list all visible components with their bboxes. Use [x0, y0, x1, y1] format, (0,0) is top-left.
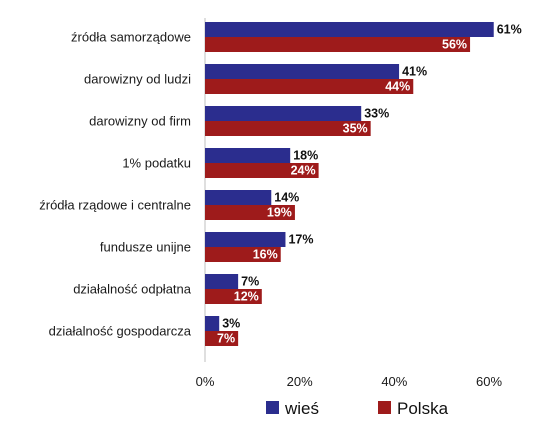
- bar-wies: [205, 22, 494, 37]
- category-label: źródła samorządowe: [71, 30, 191, 45]
- category-label: działalność odpłatna: [73, 282, 192, 297]
- data-label-polska: 24%: [291, 164, 316, 178]
- legend-label-polska: Polska: [397, 399, 449, 418]
- bar-wies: [205, 106, 362, 121]
- data-label-wies: 33%: [364, 107, 389, 121]
- bar-polska: [205, 121, 371, 136]
- data-label-polska: 12%: [234, 290, 259, 304]
- bar-wies: [205, 64, 400, 79]
- data-label-polska: 35%: [343, 122, 368, 136]
- category-label: fundusze unijne: [100, 240, 191, 255]
- category-label: źródła rządowe i centralne: [39, 198, 191, 213]
- bar-polska: [205, 37, 471, 52]
- category-label: działalność gospodarcza: [49, 324, 192, 339]
- bar-wies: [205, 148, 291, 163]
- x-tick-label: 60%: [476, 374, 502, 389]
- data-label-wies: 61%: [497, 23, 522, 37]
- category-label: 1% podatku: [122, 156, 191, 171]
- bar-polska: [205, 289, 262, 304]
- legend-swatch-polska: [378, 401, 391, 414]
- x-tick-label: 40%: [381, 374, 407, 389]
- bar-polska: [205, 79, 414, 94]
- bar-wies: [205, 232, 286, 247]
- category-label: darowizny od firm: [89, 114, 191, 129]
- data-label-polska: 16%: [253, 248, 278, 262]
- category-label: darowizny od ludzi: [84, 72, 191, 87]
- data-label-wies: 17%: [288, 233, 313, 247]
- data-label-wies: 7%: [241, 275, 259, 289]
- data-label-wies: 18%: [293, 149, 318, 163]
- bar-polska: [205, 247, 281, 262]
- data-label-wies: 41%: [402, 65, 427, 79]
- x-tick-label: 0%: [196, 374, 215, 389]
- data-label-wies: 14%: [274, 191, 299, 205]
- data-label-polska: 7%: [217, 332, 235, 346]
- legend-swatch-wies: [266, 401, 279, 414]
- data-label-polska: 44%: [385, 80, 410, 94]
- legend-label-wies: wieś: [284, 399, 319, 418]
- bar-polska: [205, 331, 239, 346]
- bar-wies: [205, 190, 272, 205]
- data-label-polska: 56%: [442, 38, 467, 52]
- x-tick-label: 20%: [287, 374, 313, 389]
- data-label-polska: 19%: [267, 206, 292, 220]
- data-label-wies: 3%: [222, 317, 240, 331]
- bar-polska: [205, 205, 295, 220]
- bar-wies: [205, 274, 239, 289]
- bar-wies: [205, 316, 220, 331]
- bar-polska: [205, 163, 319, 178]
